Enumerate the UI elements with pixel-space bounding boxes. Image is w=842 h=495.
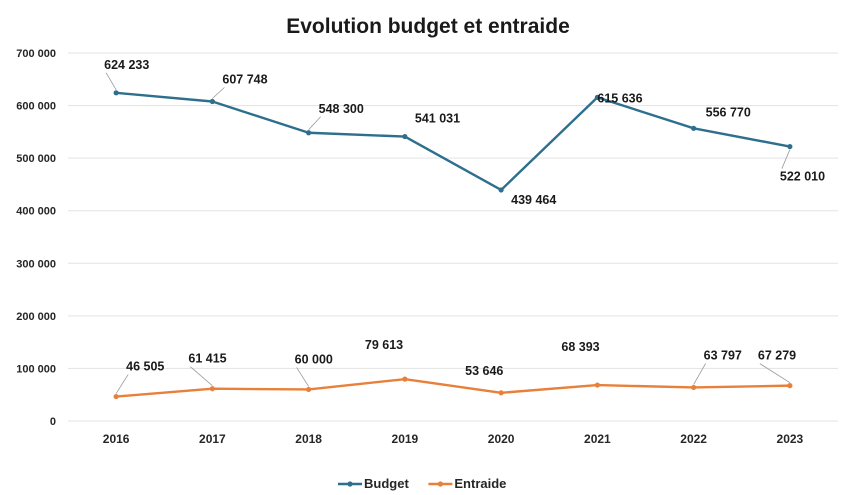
series-budget: 624 233 607 748 548 300 541 031 439 464 615 6… bbox=[104, 58, 825, 207]
data-point bbox=[306, 386, 312, 393]
data-label-leader bbox=[759, 363, 791, 383]
data-label: 607 748 bbox=[222, 72, 267, 86]
series-group: 624 233 607 748 548 300 541 031 439 464 615 6… bbox=[104, 58, 825, 400]
legend-marker bbox=[437, 481, 443, 487]
data-label-leader bbox=[212, 87, 225, 99]
data-point bbox=[113, 393, 119, 400]
x-tick-label: 2022 bbox=[680, 432, 707, 446]
x-tick-label: 2016 bbox=[103, 432, 130, 446]
data-label: 556 770 bbox=[706, 105, 751, 119]
legend: Budget Entraide bbox=[338, 476, 506, 491]
data-label: 46 505 bbox=[126, 360, 164, 374]
data-label-leader bbox=[115, 374, 129, 394]
x-tick-label: 2018 bbox=[295, 432, 322, 446]
data-point bbox=[113, 90, 119, 96]
data-label: 615 636 bbox=[597, 91, 642, 105]
series-entraide: 46 505 61 415 60 000 79 613 53 646 68 393 63 7… bbox=[113, 338, 796, 400]
x-tick-label: 2020 bbox=[488, 432, 515, 446]
data-label: 439 464 bbox=[511, 193, 556, 207]
data-point bbox=[787, 143, 793, 150]
grid-lines bbox=[68, 52, 838, 422]
data-label-leader bbox=[308, 116, 321, 131]
y-tick-label: 200 000 bbox=[16, 311, 56, 323]
chart-title: Evolution budget et entraide bbox=[286, 15, 570, 38]
data-point bbox=[594, 382, 600, 388]
x-tick-label: 2017 bbox=[199, 432, 226, 446]
data-label: 63 797 bbox=[704, 348, 742, 362]
y-tick-label: 600 000 bbox=[16, 101, 56, 113]
series-line bbox=[116, 91, 791, 192]
legend-label: Entraide bbox=[454, 476, 506, 491]
data-label: 53 646 bbox=[465, 364, 503, 378]
x-tick-label: 2021 bbox=[584, 432, 611, 446]
data-point bbox=[691, 125, 697, 131]
y-tick-label: 0 bbox=[50, 416, 56, 428]
y-tick-label: 400 000 bbox=[16, 206, 56, 218]
data-point bbox=[402, 376, 408, 382]
data-label: 61 415 bbox=[188, 352, 226, 366]
data-label: 67 279 bbox=[758, 349, 796, 363]
x-tick-label: 2023 bbox=[777, 432, 804, 446]
data-label-leader bbox=[105, 72, 117, 91]
data-label: 541 031 bbox=[415, 112, 460, 126]
x-tick-label: 2019 bbox=[392, 432, 419, 446]
data-label: 548 300 bbox=[319, 102, 364, 116]
y-tick-label: 300 000 bbox=[16, 258, 56, 270]
data-label: 624 233 bbox=[104, 58, 149, 72]
data-label: 522 010 bbox=[780, 170, 825, 184]
y-tick-label: 100 000 bbox=[16, 363, 56, 375]
legend-item-entraide: Entraide bbox=[428, 476, 506, 491]
data-point bbox=[498, 390, 504, 396]
data-point bbox=[402, 133, 408, 140]
data-point bbox=[594, 94, 600, 100]
data-label-leader bbox=[296, 367, 309, 387]
data-point bbox=[787, 383, 793, 389]
data-label: 79 613 bbox=[365, 338, 403, 352]
y-tick-label: 700 000 bbox=[16, 48, 56, 60]
data-label-leader bbox=[781, 149, 791, 169]
data-point bbox=[209, 98, 215, 105]
series-line bbox=[116, 377, 790, 398]
data-point bbox=[498, 187, 504, 193]
data-point bbox=[691, 384, 697, 391]
data-label: 60 000 bbox=[295, 352, 333, 366]
data-label-leader bbox=[190, 366, 213, 387]
data-label: 68 393 bbox=[561, 340, 599, 354]
legend-label: Budget bbox=[364, 476, 409, 491]
data-point bbox=[209, 386, 215, 392]
y-axis-tick-labels: 0 100 000 200 000 300 000 400 000 500 000 600 … bbox=[16, 48, 56, 428]
data-point bbox=[306, 130, 312, 136]
y-tick-label: 500 000 bbox=[16, 153, 56, 165]
x-axis-tick-labels: 2016 2017 2018 2019 2020 2021 2022 2023 bbox=[103, 432, 804, 446]
data-label-leader bbox=[693, 363, 706, 385]
legend-marker bbox=[347, 481, 353, 487]
legend-item-budget: Budget bbox=[338, 476, 409, 491]
